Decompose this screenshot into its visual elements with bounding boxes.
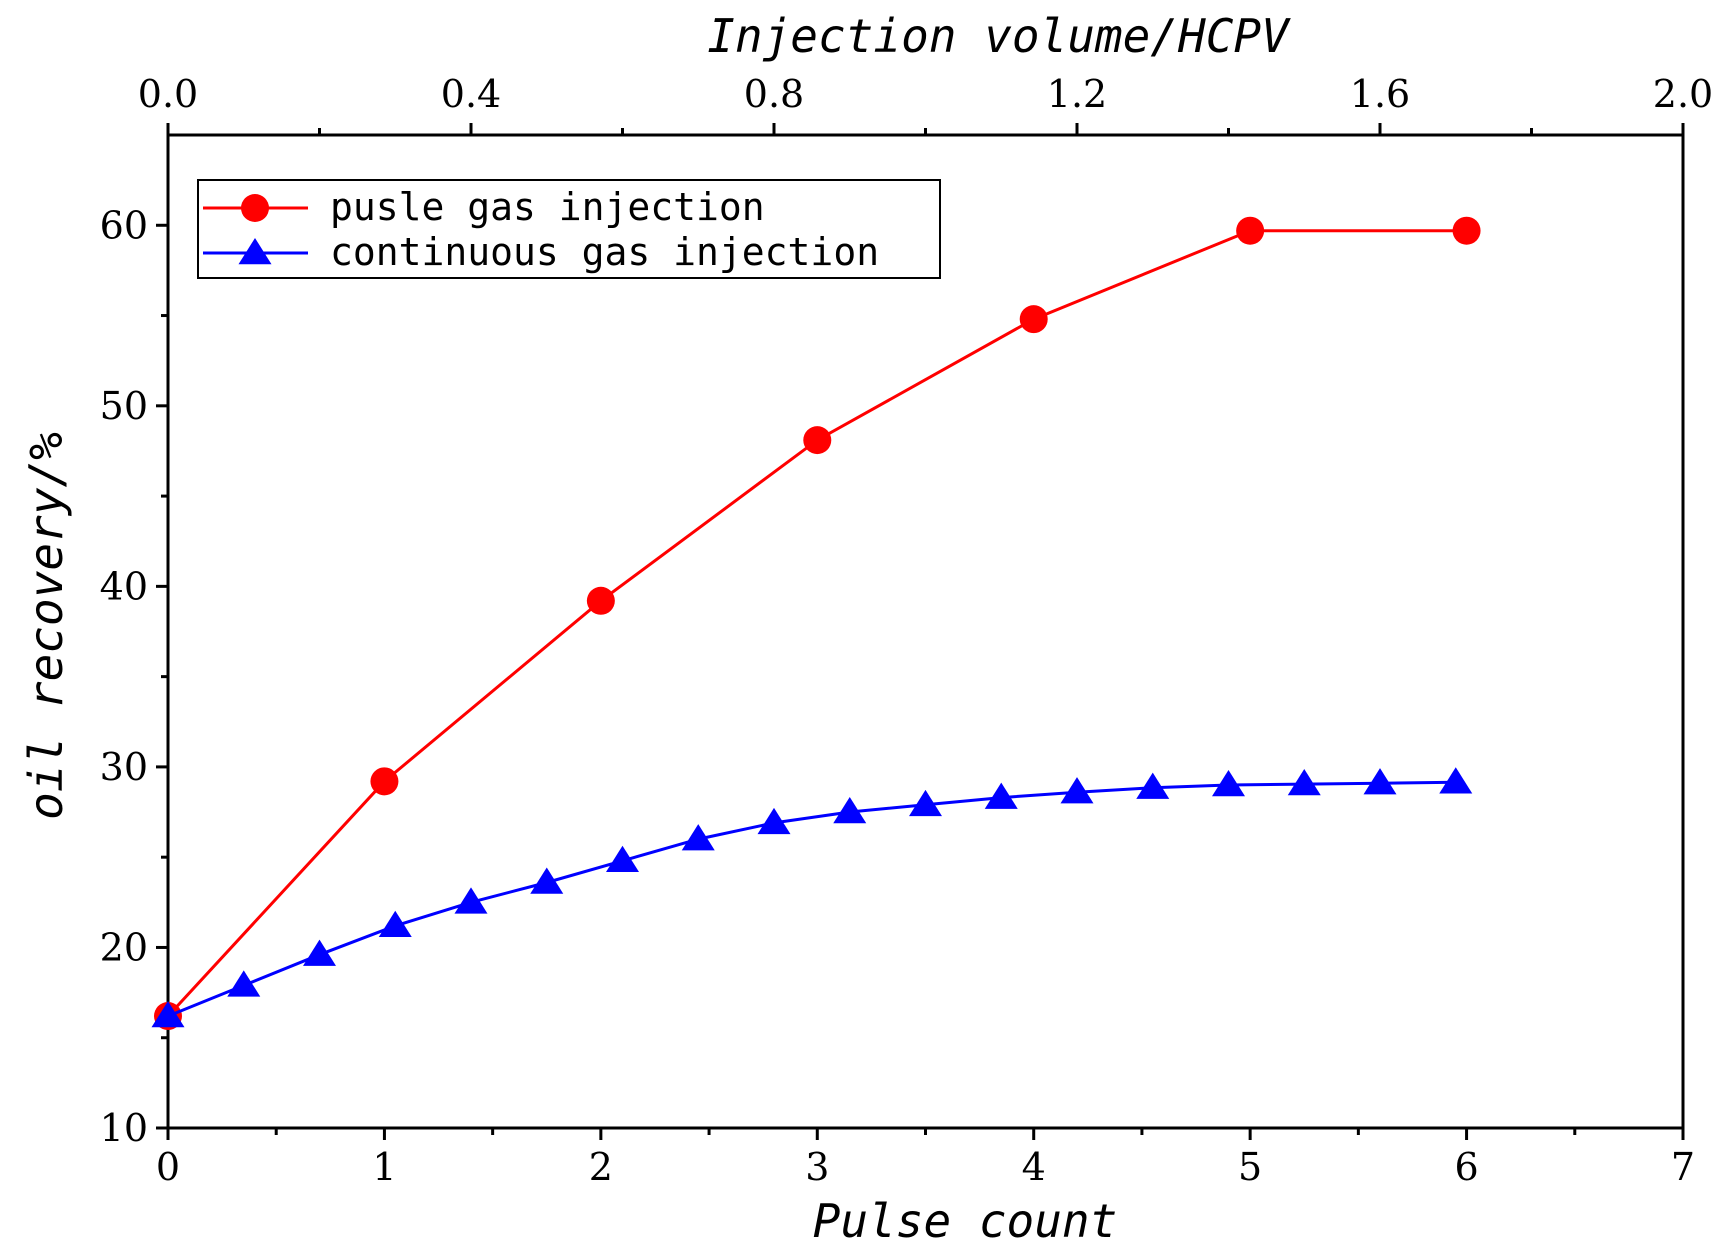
x-tick-label: 2 bbox=[589, 1145, 613, 1189]
x-axis-title: Pulse count bbox=[813, 1194, 1118, 1248]
data-point bbox=[681, 824, 715, 851]
legend-label: continuous gas injection bbox=[330, 230, 879, 274]
legend-box bbox=[197, 179, 941, 279]
legend-marker bbox=[238, 238, 272, 265]
data-point bbox=[1236, 216, 1265, 245]
y-tick-label: 40 bbox=[100, 564, 148, 608]
x2-tick-label: 0.4 bbox=[441, 72, 501, 116]
y-tick-label: 30 bbox=[100, 745, 148, 789]
y-tick-label: 20 bbox=[100, 925, 148, 969]
data-point bbox=[1212, 769, 1245, 797]
data-point bbox=[909, 789, 942, 817]
data-point bbox=[1136, 772, 1170, 799]
plot-frame bbox=[166, 133, 1685, 1130]
data-point bbox=[227, 970, 261, 997]
data-point bbox=[151, 1001, 185, 1028]
data-point bbox=[803, 426, 832, 455]
data-point bbox=[1287, 769, 1321, 796]
x2-tick-label: 1.6 bbox=[1350, 72, 1410, 116]
data-point bbox=[606, 845, 639, 873]
series-line bbox=[167, 780, 1456, 1018]
data-point bbox=[530, 867, 564, 894]
data-point bbox=[1363, 768, 1397, 795]
series-pulse bbox=[154, 216, 1481, 1031]
x2-tick-label: 1.2 bbox=[1047, 72, 1107, 116]
x-tick-label: 1 bbox=[372, 1145, 396, 1189]
legend-label: pusle gas injection bbox=[330, 185, 765, 229]
series-line bbox=[166, 229, 1467, 1018]
data-point bbox=[303, 939, 336, 966]
y-tick-label: 60 bbox=[100, 203, 148, 247]
top-axis-title: Injection volume/HCPV bbox=[707, 9, 1291, 63]
data-point bbox=[1019, 305, 1048, 334]
y-axis-title: oil recovery/% bbox=[19, 432, 73, 820]
x2-tick-label: 2.0 bbox=[1653, 72, 1713, 116]
data-point bbox=[984, 782, 1018, 809]
x-tick-label: 5 bbox=[1238, 1145, 1262, 1189]
data-point bbox=[378, 910, 412, 938]
x-tick-label: 6 bbox=[1454, 1145, 1478, 1189]
x-tick-label: 4 bbox=[1022, 1145, 1046, 1189]
data-point bbox=[1439, 767, 1473, 794]
x-tick-label: 3 bbox=[805, 1145, 829, 1189]
x2-tick-label: 0.8 bbox=[744, 72, 804, 116]
data-point bbox=[833, 797, 867, 824]
series-continuous bbox=[151, 767, 1473, 1028]
data-point bbox=[757, 807, 791, 835]
data-point bbox=[454, 887, 488, 914]
data-point bbox=[586, 586, 615, 615]
legend-marker bbox=[241, 194, 269, 222]
data-point bbox=[1452, 216, 1481, 245]
y-tick-label: 50 bbox=[100, 384, 148, 428]
x2-tick-label: 0.0 bbox=[138, 72, 198, 116]
data-point bbox=[1060, 777, 1094, 804]
data-point bbox=[370, 767, 399, 796]
y-tick-label: 10 bbox=[100, 1106, 148, 1150]
x-tick-label: 7 bbox=[1671, 1145, 1695, 1189]
x-tick-label: 0 bbox=[156, 1145, 180, 1189]
